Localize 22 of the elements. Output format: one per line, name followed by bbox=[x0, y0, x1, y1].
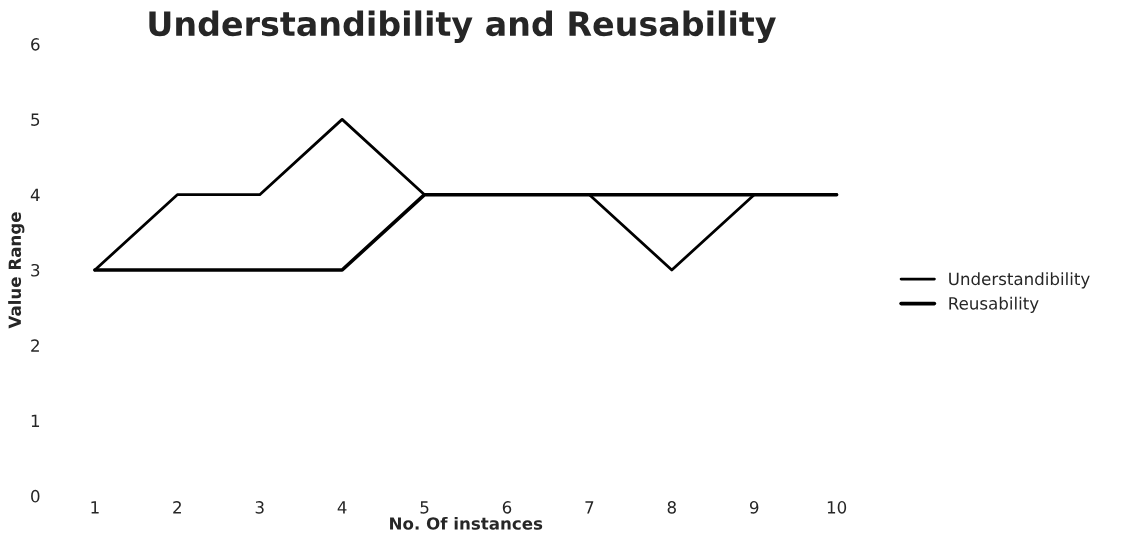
y-tick-label: 4 bbox=[30, 188, 40, 202]
x-axis-title: No. Of instances bbox=[390, 516, 543, 530]
x-tick-label: 4 bbox=[337, 501, 347, 514]
y-tick-label: 0 bbox=[31, 489, 40, 503]
chart-title: Understandibility and Reusability bbox=[149, 10, 776, 43]
x-tick-label: 9 bbox=[749, 501, 759, 514]
y-tick-label: 5 bbox=[31, 113, 40, 126]
legend-label: Reusability bbox=[949, 296, 1039, 313]
x-tick-label: 6 bbox=[502, 501, 512, 514]
x-tick-label: 1 bbox=[91, 501, 99, 514]
y-tick-label: 1 bbox=[31, 414, 40, 427]
legend-label: Understandibility bbox=[949, 272, 1090, 289]
y-axis-title: Value Range bbox=[8, 212, 25, 329]
x-tick-label: 8 bbox=[667, 501, 676, 514]
x-tick-label: 7 bbox=[585, 501, 594, 514]
x-tick-label: 5 bbox=[420, 501, 429, 514]
y-tick-label: 3 bbox=[31, 263, 40, 277]
x-tick-label: 2 bbox=[173, 501, 181, 514]
x-tick-label: 3 bbox=[255, 501, 264, 514]
y-tick-label: 2 bbox=[31, 339, 39, 352]
y-tick-label: 6 bbox=[31, 38, 40, 51]
x-tick-label: 10 bbox=[827, 501, 847, 514]
